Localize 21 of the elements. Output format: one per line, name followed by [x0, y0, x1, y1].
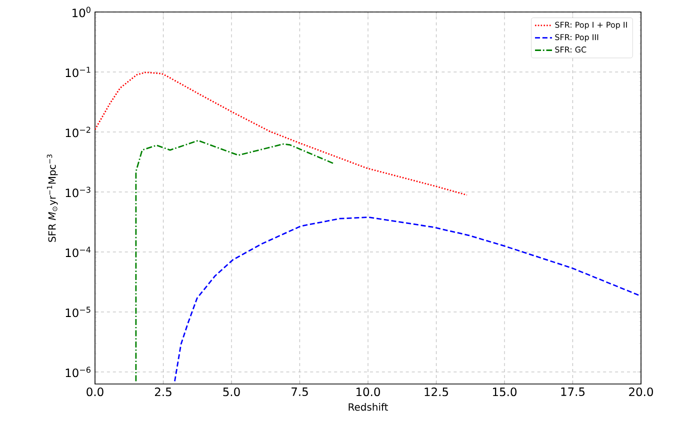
x-tick-label: 2.5	[154, 388, 172, 396]
x-tick-label: 17.5	[561, 388, 584, 396]
y-tick-label: 10$^{−4}$	[66, 246, 91, 258]
y-tick-label: 10$^{0}$	[72, 6, 90, 18]
x-tick-label: 0.0	[86, 388, 104, 396]
x-tick-label: 12.5	[424, 388, 448, 396]
x-tick-label: 5.0	[223, 388, 240, 396]
y-tick-label: 10$^{−2}$	[66, 126, 90, 138]
line-series	[174, 216, 641, 382]
x-axis-title: Redshift	[348, 403, 388, 411]
y-tick-label: 10$^{−1}$	[66, 66, 90, 78]
y-tick-label: 10$^{−3}$	[66, 186, 90, 198]
x-tick-label: 10.0	[356, 388, 380, 396]
line-series	[95, 72, 468, 196]
line-series	[135, 140, 334, 382]
y-axis-title: SFR M$_{⊙}$yr$^{−1}$Mpc$^{−3}$	[46, 154, 58, 242]
x-tick-label: 7.5	[292, 388, 308, 396]
y-tick-label: 10$^{−5}$	[66, 306, 90, 318]
x-tick-label: 15.0	[493, 388, 516, 396]
y-tick-label: 10$^{−6}$	[66, 366, 90, 378]
x-tick-label: 20.0	[629, 388, 653, 396]
